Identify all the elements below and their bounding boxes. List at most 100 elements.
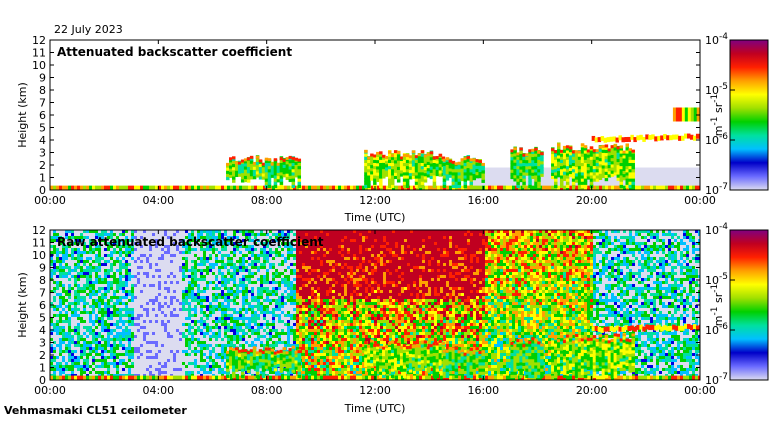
noise-cell <box>227 317 230 320</box>
cloud-cell <box>292 159 295 163</box>
cloud-cell <box>563 168 566 172</box>
noise-cell <box>140 311 143 314</box>
cloud-cell <box>403 163 406 167</box>
cloud-cell <box>391 175 394 179</box>
cloud-cell <box>534 169 537 173</box>
cloud-cell <box>424 157 427 161</box>
noise-cell <box>197 296 200 299</box>
noise-cell <box>224 326 227 329</box>
noise-cell <box>167 332 170 335</box>
noise-cell <box>98 266 101 269</box>
noise-cell <box>137 263 140 266</box>
noise-cell <box>65 350 68 353</box>
noise-cell <box>110 344 113 347</box>
noise-cell <box>107 365 110 368</box>
noise-cell <box>236 323 239 326</box>
cloud-cell <box>572 153 575 157</box>
noise-cell <box>146 368 149 371</box>
noise-cell <box>125 344 128 347</box>
noise-cell <box>62 272 65 275</box>
cloud-cell <box>510 166 513 170</box>
noise-cell <box>134 275 137 278</box>
noise-cell <box>224 281 227 284</box>
cloud-cell <box>513 156 516 160</box>
noise-cell <box>164 365 167 368</box>
cloud-edge-cell <box>596 149 599 152</box>
noise-cell <box>245 278 248 281</box>
surface-layer-cell <box>473 186 476 190</box>
cloud-cell <box>629 172 632 176</box>
noise-cell <box>128 314 131 317</box>
noise-cell <box>59 344 62 347</box>
noise-cell <box>62 299 65 302</box>
noise-cell <box>119 293 122 296</box>
noise-cell <box>56 353 59 356</box>
noise-cell <box>224 284 227 287</box>
noise-cell <box>227 341 230 344</box>
noise-cell <box>176 365 179 368</box>
noise-cell <box>236 263 239 266</box>
cloud-cell <box>516 181 519 185</box>
noise-cell <box>200 284 203 287</box>
noise-cell <box>80 299 83 302</box>
cloud-cell <box>528 178 531 182</box>
noise-cell <box>56 311 59 314</box>
surface-layer-cell <box>152 186 155 190</box>
noise-cell <box>200 278 203 281</box>
noise-cell <box>242 272 245 275</box>
noise-cell <box>230 335 233 338</box>
cloud-cell <box>608 161 611 165</box>
cloud-cell <box>379 166 382 170</box>
noise-cell <box>248 338 251 341</box>
cloud-cell <box>473 177 476 181</box>
surface-layer-cell <box>260 186 263 190</box>
noise-cell <box>155 272 158 275</box>
noise-cell <box>215 251 218 254</box>
noise-cell <box>191 257 194 260</box>
noise-cell <box>119 284 122 287</box>
noise-cell <box>212 329 215 332</box>
cloud-cell <box>394 172 397 176</box>
noise-cell <box>71 257 74 260</box>
cloud-cell <box>250 160 253 164</box>
cloud-cell <box>241 176 244 180</box>
noise-cell <box>122 269 125 272</box>
cloud-cell <box>481 167 484 171</box>
noise-cell <box>107 308 110 311</box>
noise-cell <box>152 287 155 290</box>
cloud-edge-cell <box>458 162 461 165</box>
noise-cell <box>113 317 116 320</box>
noise-cell <box>194 293 197 296</box>
cloud-cell <box>250 166 253 170</box>
noise-cell <box>149 359 152 362</box>
noise-cell <box>194 290 197 293</box>
noise-cell <box>83 308 86 311</box>
cloud-cell <box>443 166 446 170</box>
noise-cell <box>161 257 164 260</box>
noise-cell <box>104 335 107 338</box>
noise-cell <box>188 257 191 260</box>
cloud-cell <box>581 163 584 167</box>
noise-cell <box>248 317 251 320</box>
noise-cell <box>140 332 143 335</box>
noise-cell <box>83 293 86 296</box>
noise-cell <box>74 317 77 320</box>
noise-cell <box>161 338 164 341</box>
noise-cell <box>173 260 176 263</box>
noise-cell <box>104 359 107 362</box>
noise-cell <box>170 290 173 293</box>
cloud-cell <box>292 178 295 182</box>
noise-cell <box>53 368 56 371</box>
noise-cell <box>164 332 167 335</box>
noise-cell <box>242 269 245 272</box>
noise-cell <box>131 341 134 344</box>
noise-cell <box>239 269 242 272</box>
noise-cell <box>77 332 80 335</box>
noise-cell <box>128 320 131 323</box>
noise-cell <box>140 296 143 299</box>
noise-cell <box>152 299 155 302</box>
noise-cell <box>215 284 218 287</box>
noise-cell <box>200 305 203 308</box>
noise-cell <box>137 308 140 311</box>
